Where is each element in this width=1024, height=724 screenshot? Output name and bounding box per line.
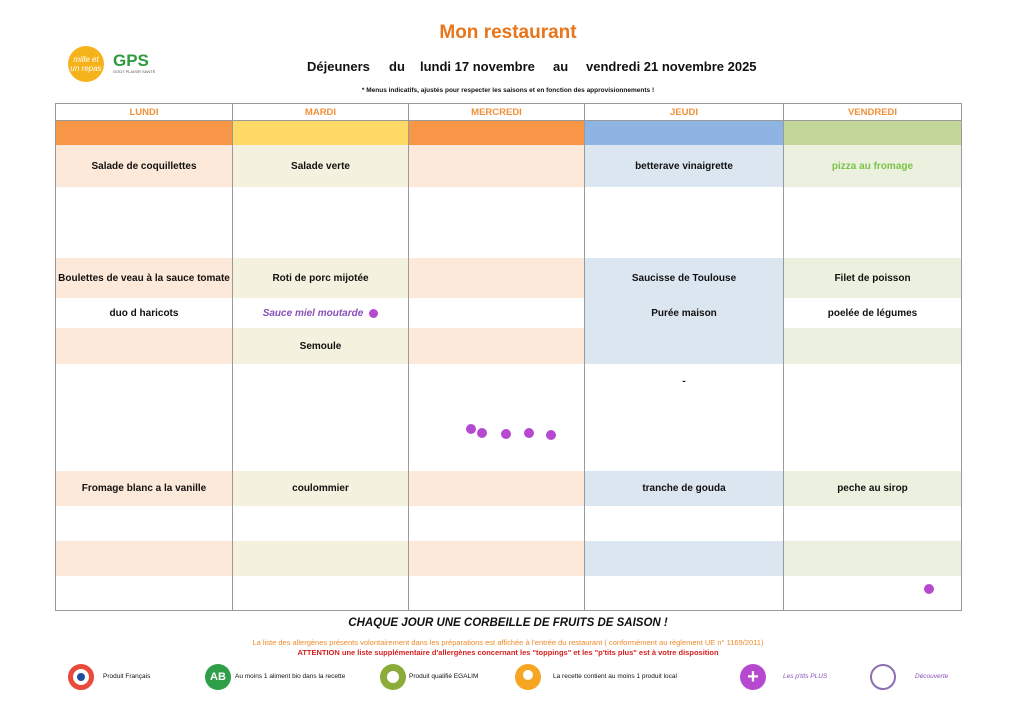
day-color-band bbox=[409, 121, 584, 145]
dash-cell: - bbox=[682, 375, 686, 387]
day-color-band bbox=[784, 121, 961, 145]
legend-label: Découverte bbox=[915, 673, 949, 680]
egalim-icon bbox=[380, 664, 406, 690]
laitier-cell: coulommier bbox=[292, 483, 349, 494]
plus-icon bbox=[466, 424, 476, 434]
row-tint bbox=[784, 471, 961, 506]
day-column-mercredi: MERCREDI bbox=[408, 104, 584, 610]
plat-cell: Saucisse de Toulouse bbox=[631, 272, 737, 284]
fruits-banner: CHAQUE JOUR UNE CORBEILLE DE FRUITS DE S… bbox=[348, 617, 668, 629]
day-header: MERCREDI bbox=[409, 104, 584, 121]
plus-icon bbox=[477, 428, 487, 438]
logo-mille-text: mille et un repas bbox=[70, 55, 102, 73]
plat-cell: Filet de poisson bbox=[834, 272, 911, 284]
row-tint bbox=[585, 541, 783, 576]
row-tint bbox=[784, 145, 961, 187]
entree-cell: betterave vinaigrette bbox=[635, 160, 733, 172]
row-tint bbox=[56, 541, 232, 576]
day-column-lundi: LUNDI Salade de coquillettes Boulettes d… bbox=[56, 104, 232, 610]
date-from: lundi 17 novembre bbox=[420, 59, 535, 74]
day-column-mardi: MARDI Salade verte Roti de porc mijotée … bbox=[232, 104, 408, 610]
plus-icon bbox=[501, 429, 511, 439]
row-tint bbox=[585, 471, 783, 506]
accomp2-cell: Semoule bbox=[299, 340, 342, 352]
plus-icon bbox=[369, 308, 379, 318]
row-tint bbox=[784, 541, 961, 576]
day-color-band bbox=[56, 121, 232, 145]
day-header: MARDI bbox=[233, 104, 408, 121]
plus-icon bbox=[524, 428, 534, 438]
row-tint bbox=[784, 328, 961, 364]
allergens-warning: ATTENTION une liste supplémentaire d'all… bbox=[297, 648, 719, 657]
row-tint bbox=[233, 258, 408, 298]
logo-gps-tagline: GOÛT PLAISIR SANTÉ bbox=[113, 69, 156, 74]
date-to-word: au bbox=[553, 59, 569, 74]
row-tint bbox=[233, 471, 408, 506]
row-tint bbox=[56, 471, 232, 506]
date-from-word: du bbox=[389, 59, 405, 74]
date-label: Déjeuners bbox=[307, 59, 370, 74]
day-header: JEUDI bbox=[585, 104, 783, 121]
entree-cell: Salade verte bbox=[291, 160, 350, 172]
entree-cell: Salade de coquillettes bbox=[91, 160, 197, 172]
row-tint bbox=[585, 258, 783, 364]
discovery-icon bbox=[870, 664, 896, 690]
accomp-cell: Purée maison bbox=[651, 307, 717, 319]
day-header: VENDREDI bbox=[784, 104, 961, 121]
organic-ab-icon: AB bbox=[205, 664, 231, 690]
accomp-cell: Sauce miel moutarde bbox=[233, 298, 408, 328]
weekly-menu-table: LUNDI Salade de coquillettes Boulettes d… bbox=[55, 103, 962, 611]
row-tint bbox=[56, 258, 232, 298]
logo-gps-text: GPS bbox=[113, 51, 149, 70]
row-tint bbox=[233, 328, 408, 364]
legend-label: Les p'tits PLUS bbox=[783, 673, 828, 680]
page-title: Mon restaurant bbox=[439, 22, 577, 43]
menu-note: * Menus indicatifs, ajustés pour respect… bbox=[361, 87, 655, 94]
accomp-cell: poelée de légumes bbox=[827, 307, 918, 319]
legend-label: Produit qualifié EGALIM bbox=[409, 673, 479, 680]
day-color-band bbox=[233, 121, 408, 145]
plus-icon bbox=[546, 430, 556, 440]
gps-logo: GPS GOÛT PLAISIR SANTÉ bbox=[113, 51, 163, 81]
laitier-cell: tranche de gouda bbox=[642, 483, 726, 494]
row-tint bbox=[409, 328, 584, 364]
local-pin-icon bbox=[515, 664, 541, 690]
accomp-cell: duo d haricots bbox=[109, 307, 179, 319]
laitier-cell: peche au sirop bbox=[837, 483, 908, 494]
legend-label: Au moins 1 aliment bio dans la recette bbox=[235, 673, 346, 680]
row-tint bbox=[409, 471, 584, 506]
row-tint bbox=[233, 145, 408, 187]
accomp-text: Sauce miel moutarde bbox=[262, 307, 364, 319]
allergens-note: La liste des allergènes présents volonta… bbox=[252, 638, 764, 647]
row-tint bbox=[409, 145, 584, 187]
plus-icon bbox=[924, 584, 934, 594]
row-tint bbox=[56, 328, 232, 364]
row-tint bbox=[409, 541, 584, 576]
entree-cell: pizza au fromage bbox=[831, 160, 914, 172]
row-tint bbox=[56, 145, 232, 187]
plat-cell: Boulettes de veau à la sauce tomate bbox=[58, 272, 230, 284]
row-tint bbox=[409, 258, 584, 298]
plat-cell: Roti de porc mijotée bbox=[272, 272, 369, 284]
row-tint bbox=[233, 541, 408, 576]
plus-icon: + bbox=[740, 664, 766, 690]
mille-et-un-repas-logo: mille et un repas bbox=[68, 46, 104, 82]
day-column-jeudi: JEUDI betterave vinaigrette Saucisse de … bbox=[584, 104, 783, 610]
french-flag-icon bbox=[68, 664, 94, 690]
legend-label: La recette contient au moins 1 produit l… bbox=[553, 673, 677, 680]
date-to: vendredi 21 novembre 2025 bbox=[586, 59, 757, 74]
row-tint bbox=[784, 258, 961, 298]
row-tint bbox=[585, 145, 783, 187]
legend-label: Produit Français bbox=[103, 673, 151, 680]
day-color-band bbox=[585, 121, 783, 145]
day-header: LUNDI bbox=[56, 104, 232, 121]
day-column-vendredi: VENDREDI pizza au fromage Filet de poiss… bbox=[783, 104, 961, 610]
laitier-cell: Fromage blanc a la vanille bbox=[81, 483, 207, 494]
